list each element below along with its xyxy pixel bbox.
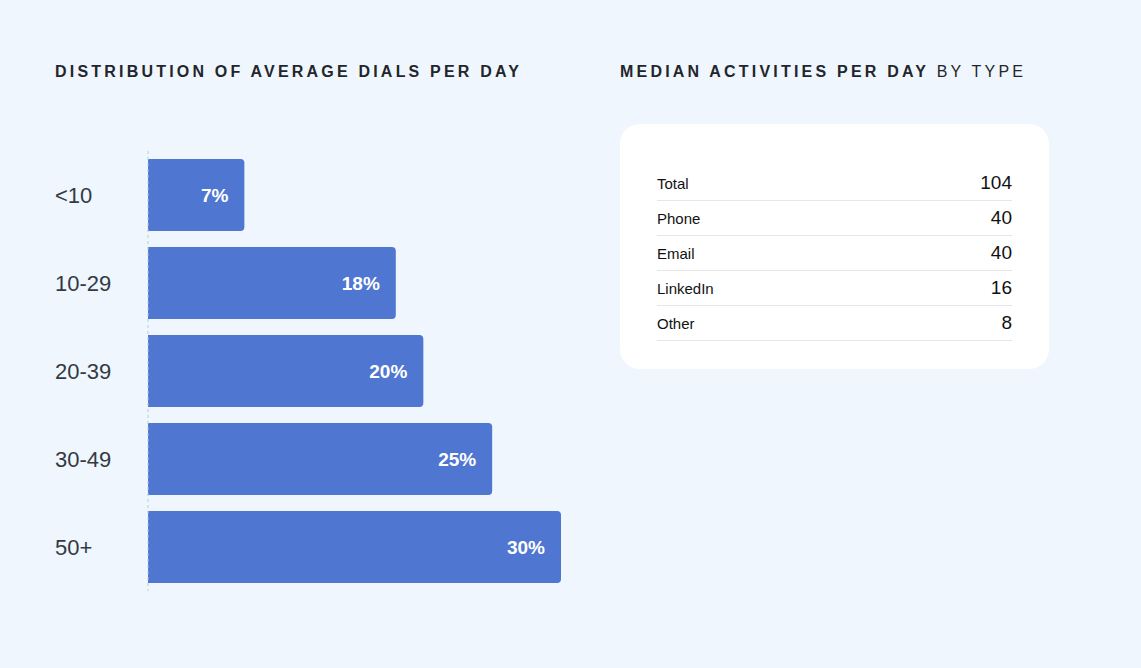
html-text:40: 40 — [990, 242, 1012, 263]
html-text:Other: Other — [657, 314, 695, 332]
svg-text:20%: 20% — [369, 361, 407, 382]
html-text:LinkedIn: LinkedIn — [657, 279, 714, 297]
svg-text:18%: 18% — [342, 273, 380, 294]
html-text:MEDIAN ACTIVITIES PER DAY: MEDIAN ACTIVITIES PER DAY — [620, 63, 930, 80]
svg-text:7%: 7% — [201, 185, 229, 206]
html-text:DISTRIBUTION OF AVERAGE DIALS: DISTRIBUTION OF AVERAGE DIALS PER DAY — [55, 63, 523, 80]
html-text:8: 8 — [1001, 312, 1012, 333]
html-text:BY TYPE: BY TYPE — [936, 63, 1027, 80]
svg-text:<10: <10 — [55, 183, 92, 208]
html-text:Total: Total — [657, 174, 689, 192]
html-text:Email: Email — [657, 244, 695, 262]
svg-text:50+: 50+ — [55, 535, 92, 560]
html-text:16: 16 — [990, 277, 1012, 298]
html-text:Phone: Phone — [657, 209, 701, 227]
svg-text:30%: 30% — [507, 537, 545, 558]
html-text:104: 104 — [980, 172, 1012, 193]
html-text:40: 40 — [990, 207, 1012, 228]
svg-text:20-39: 20-39 — [55, 359, 111, 384]
svg-text:10-29: 10-29 — [55, 271, 111, 296]
svg-text:25%: 25% — [438, 449, 476, 470]
svg-text:30-49: 30-49 — [55, 447, 111, 472]
